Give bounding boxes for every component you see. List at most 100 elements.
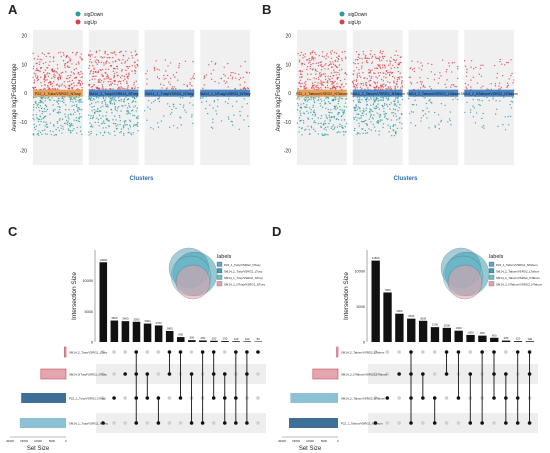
point-up (368, 72, 370, 74)
point-down (329, 111, 331, 114)
point-up (60, 72, 62, 74)
point-up (506, 61, 508, 64)
point-up (377, 64, 380, 67)
point-down (312, 98, 315, 100)
point-down (324, 101, 326, 104)
point-down (371, 110, 374, 113)
point-up (178, 62, 181, 65)
point-up (301, 76, 303, 78)
point-down (132, 109, 134, 112)
point-down (58, 97, 60, 99)
point-up (45, 61, 47, 64)
matrix-dot (112, 372, 116, 376)
legend-swatch (488, 274, 495, 280)
point-down (110, 108, 113, 111)
point-up (320, 74, 322, 76)
point-down (384, 102, 386, 105)
point-up (316, 84, 319, 86)
point-up (46, 73, 48, 75)
point-up (410, 67, 412, 69)
point-up (312, 57, 314, 59)
point-down (478, 99, 481, 101)
point-up (163, 78, 165, 80)
point-up (117, 81, 119, 83)
point-up (480, 64, 482, 67)
point-up (78, 82, 80, 84)
point-up (358, 75, 361, 77)
point-up (38, 70, 40, 72)
point-down (98, 110, 100, 113)
point-up (329, 79, 331, 81)
point-down (357, 106, 360, 108)
point-up (113, 52, 115, 54)
point-down (341, 115, 343, 117)
point-down (362, 109, 364, 112)
point-down (64, 113, 66, 115)
point-up (116, 71, 118, 74)
point-up (105, 78, 107, 80)
point-down (298, 126, 301, 129)
point-up (58, 73, 60, 76)
point-down (113, 103, 116, 106)
point-up (335, 87, 337, 90)
point-down (38, 106, 40, 109)
point-down (75, 96, 78, 98)
point-down (504, 129, 507, 131)
point-up (307, 78, 309, 80)
point-down (304, 96, 307, 99)
point-up (52, 88, 55, 90)
point-up (173, 86, 175, 88)
point-up (321, 51, 324, 53)
point-down (110, 102, 112, 104)
legend-sigup-marker (339, 19, 345, 25)
point-down (413, 104, 415, 106)
point-down (91, 117, 94, 120)
point-up (178, 67, 180, 69)
point-up (123, 75, 126, 78)
point-up (357, 56, 359, 58)
point-down (334, 126, 336, 128)
point-down (75, 100, 77, 103)
point-down (247, 125, 250, 128)
point-down (63, 122, 66, 125)
point-up (370, 50, 372, 52)
point-up (49, 56, 51, 58)
point-down (318, 99, 320, 101)
point-down (481, 126, 483, 128)
point-down (45, 104, 47, 107)
point-down (43, 108, 46, 110)
intersection-bar-value: 3500 (111, 316, 118, 320)
intersection-bar-value: 11500 (372, 256, 380, 260)
point-up (73, 68, 75, 71)
point-down (68, 109, 70, 111)
point-up (451, 62, 453, 64)
point-down (78, 113, 81, 115)
point-down (399, 116, 401, 119)
intersection-bar (121, 321, 130, 342)
point-up (155, 60, 157, 62)
point-up (104, 51, 106, 53)
point-down (98, 97, 100, 99)
matrix-row-shade (368, 413, 538, 433)
point-up (71, 86, 74, 89)
point-down (98, 125, 100, 127)
point-down (345, 106, 348, 108)
point-up (353, 84, 355, 86)
point-up (365, 61, 368, 63)
set-size-bar (19, 418, 66, 428)
point-up (107, 53, 109, 56)
point-up (356, 66, 358, 69)
point-down (303, 106, 306, 108)
point-up (121, 62, 123, 64)
point-down (300, 119, 302, 122)
point-down (306, 104, 308, 106)
point-down (455, 97, 457, 99)
matrix-dot (123, 350, 127, 354)
point-down (382, 99, 384, 101)
point-up (189, 83, 191, 86)
point-up (450, 86, 452, 88)
point-up (110, 83, 112, 86)
point-up (457, 77, 459, 80)
point-up (501, 74, 504, 77)
point-up (81, 76, 83, 78)
